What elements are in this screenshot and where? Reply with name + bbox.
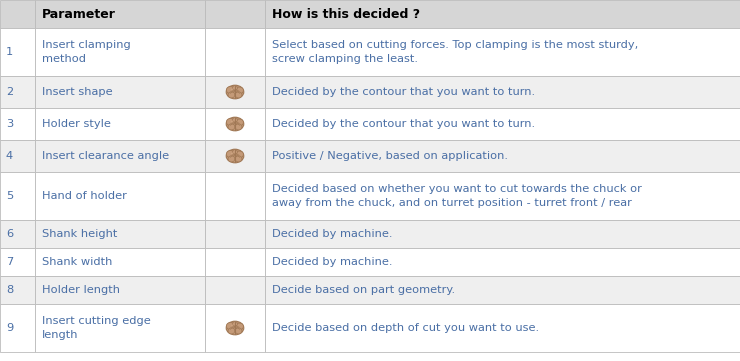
- Bar: [0, 172, 35, 220]
- Ellipse shape: [235, 119, 243, 126]
- Text: Select based on cutting forces. Top clamping is the most sturdy,
screw clamping : Select based on cutting forces. Top clam…: [272, 40, 638, 64]
- Ellipse shape: [226, 151, 235, 158]
- Bar: [265, 76, 740, 108]
- Text: Decided based on whether you want to cut towards the chuck or
away from the chuc: Decided based on whether you want to cut…: [272, 184, 642, 208]
- Text: 1: 1: [6, 47, 13, 57]
- Text: Shank height: Shank height: [42, 229, 118, 239]
- Bar: [205, 220, 265, 248]
- Bar: [265, 304, 740, 352]
- Text: 2: 2: [6, 87, 13, 97]
- Text: Shank width: Shank width: [42, 257, 112, 267]
- Bar: [0, 248, 35, 276]
- Bar: [0, 276, 35, 304]
- Text: 9: 9: [6, 323, 13, 333]
- Bar: [35, 76, 205, 108]
- Ellipse shape: [231, 325, 233, 327]
- Bar: [265, 140, 740, 172]
- Ellipse shape: [232, 86, 238, 90]
- Ellipse shape: [231, 152, 233, 155]
- Text: 6: 6: [6, 229, 13, 239]
- Ellipse shape: [231, 121, 233, 123]
- Text: 4: 4: [6, 151, 13, 161]
- Text: Decide based on part geometry.: Decide based on part geometry.: [272, 285, 455, 295]
- Ellipse shape: [226, 118, 235, 126]
- Bar: [35, 28, 205, 76]
- Bar: [265, 220, 740, 248]
- Bar: [265, 276, 740, 304]
- Text: How is this decided ?: How is this decided ?: [272, 8, 420, 21]
- Ellipse shape: [226, 87, 235, 94]
- Bar: [265, 108, 740, 140]
- Bar: [205, 76, 265, 108]
- Bar: [205, 108, 265, 140]
- Bar: [0, 140, 35, 172]
- Ellipse shape: [228, 124, 235, 130]
- Ellipse shape: [235, 92, 242, 98]
- Text: Decided by the contour that you want to turn.: Decided by the contour that you want to …: [272, 119, 535, 129]
- Text: Decided by the contour that you want to turn.: Decided by the contour that you want to …: [272, 87, 535, 97]
- Text: Decided by machine.: Decided by machine.: [272, 257, 392, 267]
- Bar: [205, 276, 265, 304]
- Bar: [265, 248, 740, 276]
- Bar: [205, 28, 265, 76]
- Bar: [35, 220, 205, 248]
- Bar: [265, 172, 740, 220]
- Text: Insert clearance angle: Insert clearance angle: [42, 151, 169, 161]
- Bar: [0, 0, 35, 28]
- Ellipse shape: [235, 328, 242, 334]
- Ellipse shape: [226, 321, 243, 335]
- Text: 7: 7: [6, 257, 13, 267]
- Bar: [0, 76, 35, 108]
- Text: Holder length: Holder length: [42, 285, 120, 295]
- Bar: [205, 248, 265, 276]
- Bar: [0, 28, 35, 76]
- Bar: [35, 140, 205, 172]
- Bar: [35, 108, 205, 140]
- Text: Decide based on depth of cut you want to use.: Decide based on depth of cut you want to…: [272, 323, 539, 333]
- Text: 8: 8: [6, 285, 13, 295]
- Bar: [35, 0, 205, 28]
- Ellipse shape: [228, 156, 235, 162]
- Text: Insert clamping
method: Insert clamping method: [42, 40, 131, 64]
- Bar: [35, 304, 205, 352]
- Bar: [265, 28, 740, 76]
- Text: Holder style: Holder style: [42, 119, 111, 129]
- Ellipse shape: [231, 88, 233, 91]
- Ellipse shape: [232, 118, 238, 122]
- Bar: [265, 0, 740, 28]
- Bar: [35, 172, 205, 220]
- Bar: [0, 220, 35, 248]
- Ellipse shape: [235, 124, 242, 130]
- Ellipse shape: [226, 117, 243, 131]
- Ellipse shape: [232, 322, 238, 326]
- Text: Hand of holder: Hand of holder: [42, 191, 127, 201]
- Text: Parameter: Parameter: [42, 8, 116, 21]
- Text: Decided by machine.: Decided by machine.: [272, 229, 392, 239]
- Ellipse shape: [235, 87, 243, 94]
- Bar: [0, 304, 35, 352]
- Ellipse shape: [235, 323, 243, 330]
- Text: 3: 3: [6, 119, 13, 129]
- Bar: [0, 108, 35, 140]
- Ellipse shape: [228, 328, 235, 334]
- Ellipse shape: [235, 156, 242, 162]
- Ellipse shape: [235, 151, 243, 158]
- Ellipse shape: [226, 149, 243, 163]
- Bar: [205, 172, 265, 220]
- Bar: [205, 0, 265, 28]
- Text: 5: 5: [6, 191, 13, 201]
- Bar: [205, 140, 265, 172]
- Ellipse shape: [232, 149, 238, 155]
- Text: Insert shape: Insert shape: [42, 87, 112, 97]
- Bar: [35, 276, 205, 304]
- Text: Positive / Negative, based on application.: Positive / Negative, based on applicatio…: [272, 151, 508, 161]
- Text: Insert cutting edge
length: Insert cutting edge length: [42, 316, 151, 340]
- Ellipse shape: [226, 322, 235, 330]
- Bar: [205, 304, 265, 352]
- Ellipse shape: [228, 92, 235, 98]
- Bar: [35, 248, 205, 276]
- Ellipse shape: [226, 85, 243, 99]
